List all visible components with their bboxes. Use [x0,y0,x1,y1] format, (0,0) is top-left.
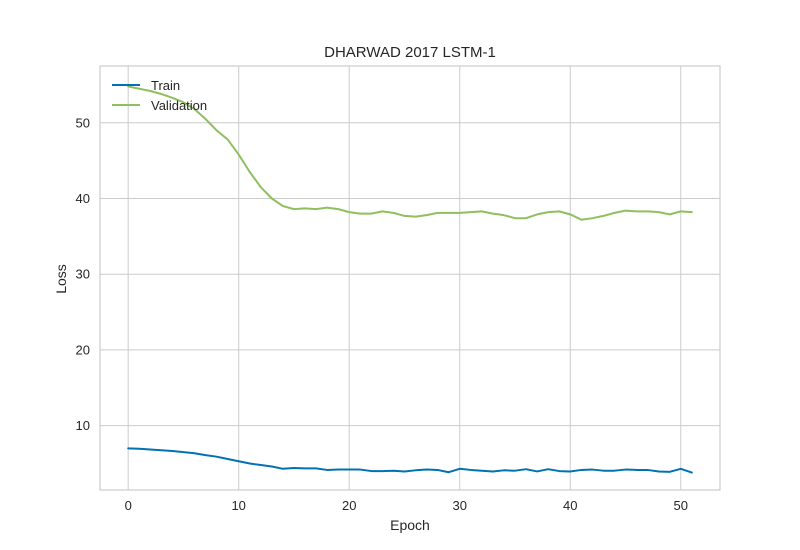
legend-train-label: Train [151,78,180,93]
y-tick-label: 30 [76,267,90,282]
series-line-train [127,447,693,474]
series-lines [127,85,693,474]
chart-title: DHARWAD 2017 LSTM-1 [324,44,496,61]
y-tick-label: 50 [76,115,90,130]
legend: Train Validation [112,78,207,113]
x-tick-label: 10 [231,498,245,513]
plot-frame [99,65,721,491]
x-tick-label: 0 [125,498,132,513]
grid-lines [100,66,720,490]
y-tick-label: 20 [76,342,90,357]
legend-validation-label: Validation [151,98,207,113]
series-line-validation [127,85,693,221]
y-tick-label: 10 [76,418,90,433]
x-tick-label: 50 [674,498,688,513]
y-tick-labels: 10 20 30 40 50 [76,115,90,433]
x-axis-label: Epoch [390,517,430,533]
x-tick-labels: 0 10 20 30 40 50 [125,498,688,513]
y-tick-label: 40 [76,191,90,206]
plot-background [100,66,720,490]
x-tick-label: 20 [342,498,356,513]
x-tick-label: 40 [563,498,577,513]
y-axis-label: Loss [53,264,69,294]
x-tick-label: 30 [452,498,466,513]
